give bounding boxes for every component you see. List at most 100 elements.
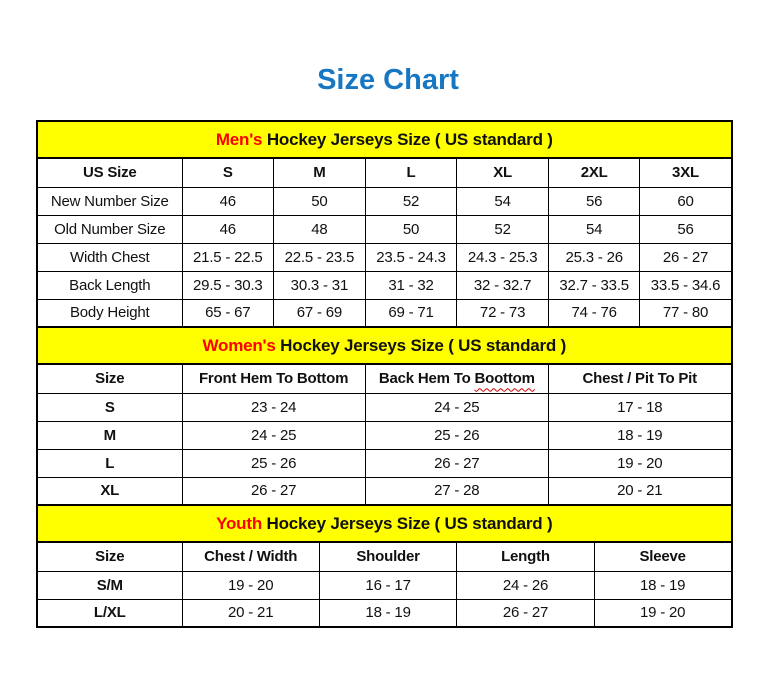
column-header-cell: Size <box>36 541 183 572</box>
column-header-row-youth: Size Chest / Width Shoulder Length Sleeve <box>36 541 733 572</box>
column-header-label: L <box>406 164 416 182</box>
data-cell: 24.3 - 25.3 <box>456 242 549 272</box>
column-header-row-womens: Size Front Hem To Bottom Back Hem To Boott… <box>36 363 733 394</box>
data-cell: 18 - 19 <box>547 420 733 450</box>
column-header-cell: US Size <box>36 157 183 188</box>
column-header-label: 2XL <box>580 164 608 182</box>
row-label-cell: L/XL <box>36 598 183 628</box>
section-band-title: Youth Hockey Jerseys Size ( US standard … <box>36 504 733 543</box>
section-band-highlight: Women's <box>202 335 276 355</box>
data-cell: 20 - 21 <box>547 476 733 506</box>
data-cell: 46 <box>181 186 275 216</box>
column-header-cell: Length <box>456 541 595 572</box>
section-band-rest: Hockey Jerseys Size ( US standard ) <box>275 335 567 355</box>
data-cell: 25.3 - 26 <box>547 242 641 272</box>
section-band-highlight: Youth <box>216 513 263 533</box>
column-header-cell: Chest / Pit To Pit <box>547 363 733 394</box>
column-header-label: Shoulder <box>356 548 420 566</box>
section-band-mens: Men's Hockey Jerseys Size ( US standard … <box>36 120 733 159</box>
misspelled-word: Boottom <box>474 370 535 388</box>
table-row: S/M 19 - 20 16 - 17 24 - 26 18 - 19 <box>36 570 733 600</box>
column-header-cell: Front Hem To Bottom <box>181 363 366 394</box>
data-cell: 18 - 19 <box>593 570 733 600</box>
data-cell: 26 - 27 <box>639 242 733 272</box>
data-cell: 27 - 28 <box>364 476 549 506</box>
data-cell: 24 - 25 <box>364 392 549 422</box>
data-cell: 72 - 73 <box>456 298 549 328</box>
data-cell: 52 <box>364 186 458 216</box>
data-cell: 25 - 26 <box>364 420 549 450</box>
data-cell: 32 - 32.7 <box>456 270 549 300</box>
data-cell: 56 <box>639 214 733 244</box>
data-cell: 56 <box>547 186 641 216</box>
size-chart-table: Men's Hockey Jerseys Size ( US standard … <box>36 120 733 628</box>
data-cell: 54 <box>547 214 641 244</box>
data-cell: 19 - 20 <box>181 570 320 600</box>
data-cell: 24 - 25 <box>181 420 366 450</box>
data-cell: 26 - 27 <box>364 448 549 478</box>
section-band-rest: Hockey Jerseys Size ( US standard ) <box>262 513 553 533</box>
data-cell: 29.5 - 30.3 <box>181 270 275 300</box>
column-header-cell: Back Hem To Boottom <box>364 363 549 394</box>
data-cell: 23.5 - 24.3 <box>364 242 458 272</box>
row-label-cell: Old Number Size <box>36 214 183 244</box>
data-cell: 65 - 67 <box>181 298 275 328</box>
row-label-cell: New Number Size <box>36 186 183 216</box>
data-cell: 16 - 17 <box>318 570 458 600</box>
column-header-label: Chest / Width <box>204 548 298 566</box>
data-cell: 50 <box>273 186 366 216</box>
row-label-cell: Width Chest <box>36 242 183 272</box>
data-cell: 22.5 - 23.5 <box>273 242 366 272</box>
row-label-cell: S <box>36 392 183 422</box>
column-header-label: US Size <box>82 164 137 182</box>
table-row: S 23 - 24 24 - 25 17 - 18 <box>36 392 733 422</box>
data-cell: 21.5 - 22.5 <box>181 242 275 272</box>
data-cell: 18 - 19 <box>318 598 458 628</box>
column-header-cell: 3XL <box>639 157 733 188</box>
column-header-label: XL <box>493 164 512 182</box>
column-header-label: 3XL <box>672 164 699 182</box>
column-header-label: Size <box>95 548 125 566</box>
data-cell: 67 - 69 <box>273 298 366 328</box>
size-chart-container: Men's Hockey Jerseys Size ( US standard … <box>36 120 733 628</box>
row-label-cell: M <box>36 420 183 450</box>
data-cell: 20 - 21 <box>181 598 320 628</box>
data-cell: 25 - 26 <box>181 448 366 478</box>
data-cell: 32.7 - 33.5 <box>547 270 641 300</box>
section-band-highlight: Men's <box>215 129 263 149</box>
data-cell: 33.5 - 34.6 <box>639 270 733 300</box>
data-cell: 26 - 27 <box>456 598 595 628</box>
column-header-cell: Sleeve <box>593 541 733 572</box>
row-label-cell: L <box>36 448 183 478</box>
table-row: M 24 - 25 25 - 26 18 - 19 <box>36 420 733 450</box>
data-cell: 52 <box>456 214 549 244</box>
column-header-row-mens: US Size S M L XL 2XL 3XL <box>36 157 733 188</box>
row-label-cell: S/M <box>36 570 183 600</box>
data-cell: 54 <box>456 186 549 216</box>
section-band-title: Men's Hockey Jerseys Size ( US standard … <box>36 120 733 159</box>
table-row: L 25 - 26 26 - 27 19 - 20 <box>36 448 733 478</box>
section-band-rest: Hockey Jerseys Size ( US standard ) <box>262 129 553 149</box>
column-header-label: Front Hem To Bottom <box>198 370 349 388</box>
column-header-cell: S <box>181 157 275 188</box>
section-band-youth: Youth Hockey Jerseys Size ( US standard … <box>36 504 733 543</box>
column-header-label: Size <box>95 370 125 388</box>
column-header-cell: L <box>364 157 458 188</box>
column-header-cell: Chest / Width <box>181 541 320 572</box>
data-cell: 77 - 80 <box>639 298 733 328</box>
column-header-label: Sleeve <box>639 548 686 566</box>
table-row: L/XL 20 - 21 18 - 19 26 - 27 19 - 20 <box>36 598 733 628</box>
table-row: Body Height 65 - 67 67 - 69 69 - 71 72 - 73 7… <box>36 298 733 328</box>
data-cell: 50 <box>364 214 458 244</box>
data-cell: 23 - 24 <box>181 392 366 422</box>
data-cell: 48 <box>273 214 366 244</box>
data-cell: 74 - 76 <box>547 298 641 328</box>
section-band-womens: Women's Hockey Jerseys Size ( US standar… <box>36 326 733 365</box>
column-header-label: Chest / Pit To Pit <box>582 370 697 388</box>
table-row: Width Chest 21.5 - 22.5 22.5 - 23.5 23.5 - … <box>36 242 733 272</box>
column-header-cell: Size <box>36 363 183 394</box>
column-header-cell: 2XL <box>547 157 641 188</box>
column-header-cell: XL <box>456 157 549 188</box>
table-row: Old Number Size 46 48 50 52 54 56 <box>36 214 733 244</box>
